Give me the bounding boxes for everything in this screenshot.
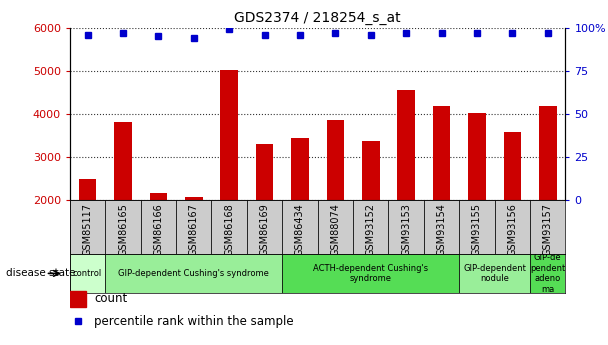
Bar <box>459 254 530 293</box>
Text: GSM86166: GSM86166 <box>153 203 164 256</box>
Bar <box>220 70 238 200</box>
Bar <box>468 114 486 200</box>
Text: GIP-dependent
nodule: GIP-dependent nodule <box>463 264 526 283</box>
Bar <box>105 254 282 293</box>
Bar <box>291 138 309 200</box>
Bar <box>247 200 282 254</box>
Text: ACTH-dependent Cushing's
syndrome: ACTH-dependent Cushing's syndrome <box>313 264 428 283</box>
Bar <box>140 200 176 254</box>
Text: control: control <box>73 269 102 278</box>
Text: disease state: disease state <box>6 268 75 278</box>
Bar <box>282 254 459 293</box>
Bar <box>362 141 379 200</box>
Text: GSM86169: GSM86169 <box>260 203 269 256</box>
Bar <box>353 200 389 254</box>
Bar <box>503 132 521 200</box>
Bar <box>150 193 167 200</box>
Title: GDS2374 / 218254_s_at: GDS2374 / 218254_s_at <box>234 11 401 25</box>
Bar <box>459 200 495 254</box>
Bar <box>317 200 353 254</box>
Bar <box>176 200 212 254</box>
Bar <box>79 179 97 200</box>
Bar <box>185 197 202 200</box>
Bar <box>256 144 274 200</box>
Bar <box>70 200 105 254</box>
Text: GSM93157: GSM93157 <box>543 203 553 256</box>
Bar <box>105 200 140 254</box>
Text: percentile rank within the sample: percentile rank within the sample <box>94 315 294 328</box>
Bar <box>282 200 317 254</box>
Text: count: count <box>94 292 128 305</box>
Bar <box>495 200 530 254</box>
Text: GIP-de
pendent
adeno
ma: GIP-de pendent adeno ma <box>530 253 565 294</box>
Text: GSM86434: GSM86434 <box>295 203 305 256</box>
Text: GSM86168: GSM86168 <box>224 203 234 256</box>
Text: GSM88074: GSM88074 <box>330 203 340 256</box>
Text: GSM93156: GSM93156 <box>507 203 517 256</box>
Text: GSM93154: GSM93154 <box>437 203 446 256</box>
Bar <box>114 121 132 200</box>
Bar <box>433 106 451 200</box>
Text: GSM93153: GSM93153 <box>401 203 411 256</box>
Bar <box>326 120 344 200</box>
Bar <box>530 254 565 293</box>
Text: GSM86167: GSM86167 <box>189 203 199 256</box>
Bar <box>539 106 556 200</box>
Bar <box>70 254 105 293</box>
Bar <box>397 90 415 200</box>
Bar <box>389 200 424 254</box>
Bar <box>70 291 86 306</box>
Text: GSM93155: GSM93155 <box>472 203 482 256</box>
Text: GSM86165: GSM86165 <box>118 203 128 256</box>
Text: GSM93152: GSM93152 <box>366 203 376 256</box>
Bar <box>530 200 565 254</box>
Bar <box>424 200 459 254</box>
Bar <box>212 200 247 254</box>
Text: GSM85117: GSM85117 <box>83 203 92 256</box>
Text: GIP-dependent Cushing's syndrome: GIP-dependent Cushing's syndrome <box>119 269 269 278</box>
